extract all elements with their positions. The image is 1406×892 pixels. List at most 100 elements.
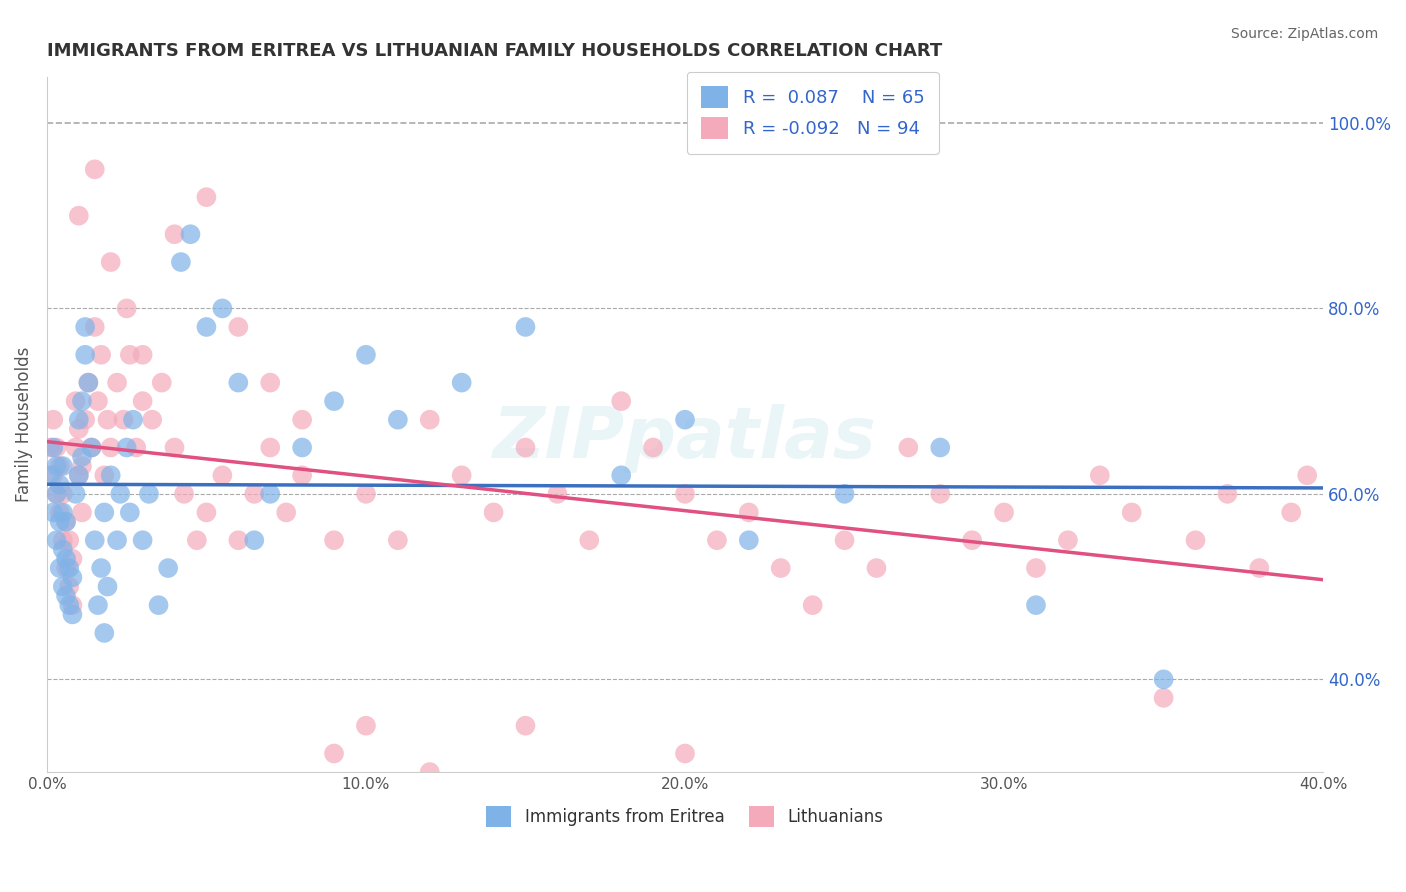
- Point: [58, 580, 80, 594]
- Point: [52, 458, 75, 473]
- Point: [897, 441, 920, 455]
- Point: [228, 320, 250, 334]
- Point: [163, 441, 186, 455]
- Point: [42, 505, 65, 519]
- Point: [834, 533, 856, 548]
- Point: [578, 533, 600, 548]
- Point: [179, 227, 201, 242]
- Point: [48, 515, 70, 529]
- Point: [75, 348, 97, 362]
- Point: [291, 468, 314, 483]
- Point: [93, 626, 115, 640]
- Point: [52, 533, 75, 548]
- Point: [131, 394, 153, 409]
- Point: [1184, 533, 1206, 548]
- Point: [157, 561, 180, 575]
- Point: [42, 441, 65, 455]
- Point: [673, 412, 696, 426]
- Point: [48, 505, 70, 519]
- Point: [55, 551, 77, 566]
- Point: [1121, 505, 1143, 519]
- Point: [118, 505, 141, 519]
- Point: [45, 487, 67, 501]
- Point: [45, 458, 67, 473]
- Point: [55, 515, 77, 529]
- Point: [65, 394, 87, 409]
- Point: [115, 301, 138, 316]
- Point: [138, 487, 160, 501]
- Point: [77, 376, 100, 390]
- Point: [45, 441, 67, 455]
- Point: [1249, 561, 1271, 575]
- Point: [42, 468, 65, 483]
- Point: [67, 209, 90, 223]
- Point: [125, 441, 148, 455]
- Point: [834, 487, 856, 501]
- Point: [62, 598, 84, 612]
- Point: [1088, 468, 1111, 483]
- Point: [67, 468, 90, 483]
- Point: [70, 458, 93, 473]
- Point: [115, 441, 138, 455]
- Point: [1153, 690, 1175, 705]
- Text: IMMIGRANTS FROM ERITREA VS LITHUANIAN FAMILY HOUSEHOLDS CORRELATION CHART: IMMIGRANTS FROM ERITREA VS LITHUANIAN FA…: [46, 42, 942, 60]
- Point: [515, 441, 537, 455]
- Point: [228, 533, 250, 548]
- Point: [170, 255, 193, 269]
- Point: [259, 376, 281, 390]
- Point: [706, 533, 728, 548]
- Point: [354, 487, 377, 501]
- Point: [419, 765, 441, 780]
- Point: [48, 477, 70, 491]
- Point: [58, 533, 80, 548]
- Point: [62, 551, 84, 566]
- Point: [960, 533, 983, 548]
- Text: ZIPpatlas: ZIPpatlas: [494, 404, 877, 473]
- Point: [75, 412, 97, 426]
- Point: [291, 412, 314, 426]
- Point: [42, 412, 65, 426]
- Point: [1216, 487, 1239, 501]
- Point: [87, 598, 110, 612]
- Point: [77, 376, 100, 390]
- Point: [83, 320, 105, 334]
- Point: [112, 412, 135, 426]
- Point: [39, 441, 62, 455]
- Point: [195, 190, 218, 204]
- Point: [55, 561, 77, 575]
- Point: [96, 412, 118, 426]
- Point: [48, 561, 70, 575]
- Point: [387, 533, 409, 548]
- Point: [610, 468, 633, 483]
- Point: [90, 561, 112, 575]
- Point: [546, 487, 568, 501]
- Point: [39, 468, 62, 483]
- Point: [100, 468, 122, 483]
- Point: [52, 580, 75, 594]
- Point: [70, 505, 93, 519]
- Point: [195, 320, 218, 334]
- Point: [1057, 533, 1080, 548]
- Point: [105, 533, 128, 548]
- Point: [131, 348, 153, 362]
- Point: [83, 162, 105, 177]
- Point: [323, 747, 346, 761]
- Point: [673, 487, 696, 501]
- Point: [90, 348, 112, 362]
- Point: [100, 255, 122, 269]
- Point: [419, 412, 441, 426]
- Point: [96, 580, 118, 594]
- Point: [354, 348, 377, 362]
- Point: [1296, 468, 1319, 483]
- Point: [482, 505, 505, 519]
- Point: [228, 376, 250, 390]
- Point: [65, 487, 87, 501]
- Point: [865, 561, 887, 575]
- Point: [65, 441, 87, 455]
- Point: [354, 719, 377, 733]
- Point: [673, 747, 696, 761]
- Point: [93, 468, 115, 483]
- Point: [67, 422, 90, 436]
- Point: [58, 598, 80, 612]
- Point: [52, 487, 75, 501]
